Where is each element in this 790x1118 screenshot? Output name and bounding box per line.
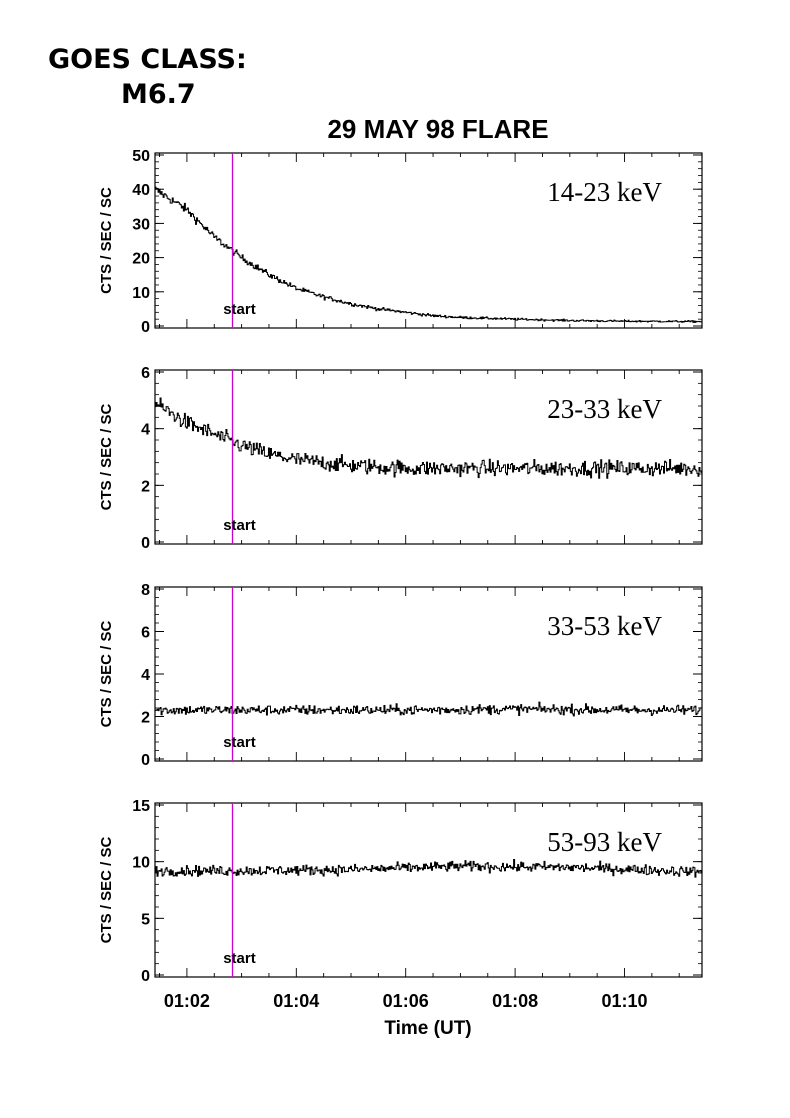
lightcurve-series	[155, 701, 702, 717]
y-tick-label: 40	[132, 182, 150, 199]
x-tick-label: 01:06	[383, 991, 429, 1011]
panel-frame	[154, 802, 703, 978]
y-tick-label: 50	[132, 148, 150, 165]
lightcurve-series	[155, 186, 702, 323]
start-marker-label: start	[223, 517, 256, 534]
y-tick-label: 0	[141, 535, 150, 552]
y-tick-label: 0	[141, 752, 150, 769]
start-marker-label: start	[223, 950, 256, 967]
y-tick-label: 10	[132, 855, 150, 872]
y-tick-label: 20	[132, 251, 150, 268]
y-tick-label: 10	[132, 285, 150, 302]
y-tick-label: 6	[141, 365, 150, 382]
energy-band-label: 33-53 keV	[547, 611, 662, 641]
y-tick-label: 4	[141, 667, 150, 684]
start-marker-label: start	[223, 734, 256, 751]
y-tick-label: 5	[141, 911, 150, 928]
goes-class-label: GOES CLASS:	[48, 44, 247, 75]
x-axis-label: Time (UT)	[384, 1018, 471, 1039]
y-tick-label: 30	[132, 216, 150, 233]
y-tick-label: 0	[141, 319, 150, 336]
lightcurve-series	[155, 397, 702, 479]
panel-frame	[154, 369, 703, 545]
y-tick-label: 2	[141, 710, 150, 727]
x-tick-label: 01:10	[601, 991, 647, 1011]
x-tick-label: 01:02	[164, 991, 210, 1011]
panel-1: 0 10 20 30 40 50 CTS / SEC / SC 14-23 keV start	[98, 148, 703, 336]
x-tick-label: 01:08	[492, 991, 538, 1011]
start-marker-label: start	[223, 301, 256, 318]
goes-class-block: GOES CLASS: M6.7	[48, 42, 247, 112]
x-axis: 01:02 01:04 01:06 01:08 01:10	[164, 991, 648, 1011]
panel-2: 0 2 4 6 CTS / SEC / SC 23-33 keV start	[98, 365, 703, 552]
energy-band-label: 23-33 keV	[547, 394, 662, 424]
y-tick-label: 2	[141, 478, 150, 495]
y-tick-label: 0	[141, 968, 150, 985]
y-tick-label: 15	[132, 798, 150, 815]
x-tick-label: 01:04	[273, 991, 319, 1011]
y-tick-label: 6	[141, 625, 150, 642]
panel-3: 0 2 4 6 8 CTS / SEC / SC 33-53 keV start	[98, 582, 703, 769]
y-tick-label: 4	[141, 422, 150, 439]
energy-band-label: 14-23 keV	[547, 177, 662, 207]
panel-frame	[154, 152, 703, 329]
y-tick-label: 8	[141, 582, 150, 599]
y-axis-label: CTS / SEC / SC	[98, 620, 115, 727]
y-axis-label: CTS / SEC / SC	[98, 187, 115, 294]
energy-band-label: 53-93 keV	[547, 827, 662, 857]
goes-class-value: M6.7	[121, 79, 196, 110]
y-axis-label: CTS / SEC / SC	[98, 836, 115, 943]
panel-4: 0 5 10 15 CTS / SEC / SC 53-93 keV start	[98, 798, 703, 985]
chart-title: 29 MAY 98 FLARE	[327, 114, 548, 144]
y-axis-label: CTS / SEC / SC	[98, 403, 115, 510]
lightcurve-series	[155, 859, 702, 878]
